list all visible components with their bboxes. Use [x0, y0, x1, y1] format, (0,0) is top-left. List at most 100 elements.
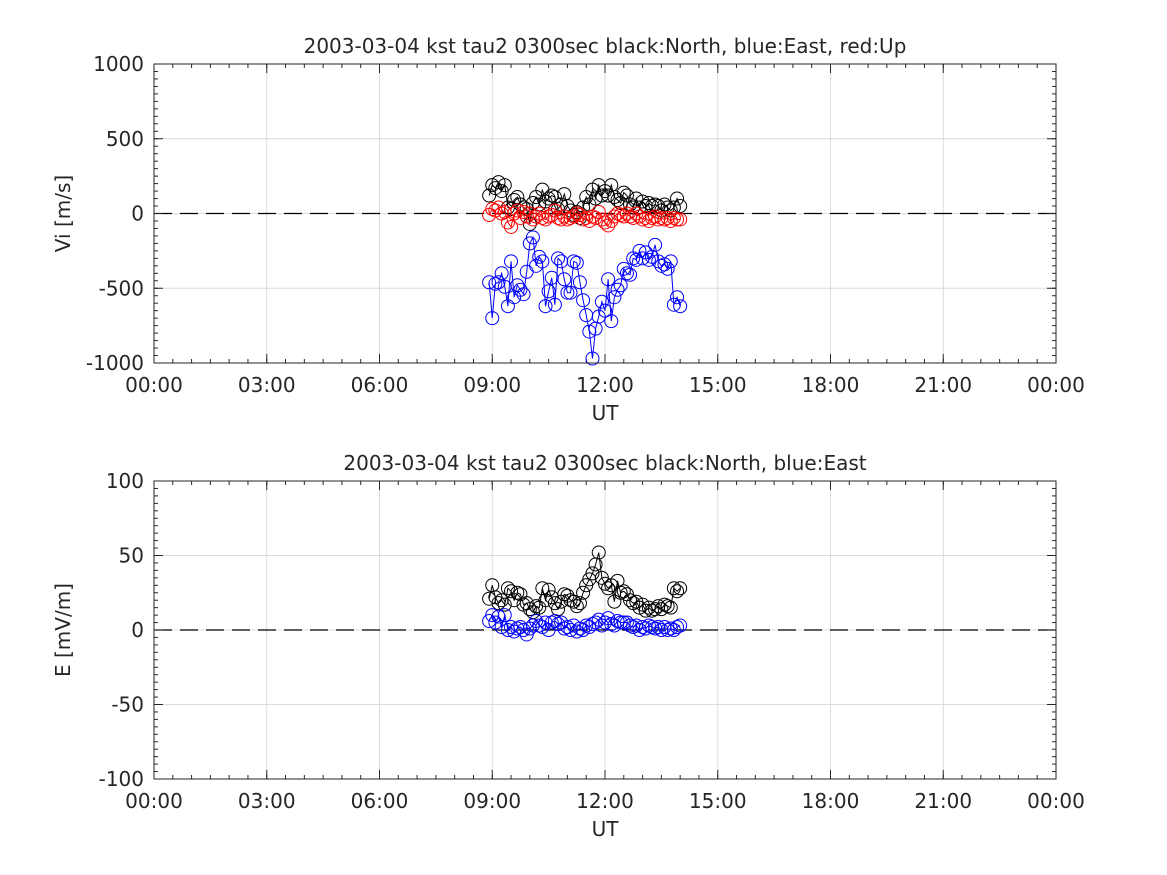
data-point — [538, 593, 553, 608]
data-point — [579, 210, 594, 225]
data-point — [563, 285, 578, 300]
data-point — [482, 275, 497, 290]
data-point — [576, 585, 591, 600]
data-point — [604, 314, 619, 329]
data-point — [544, 615, 559, 630]
data-point — [547, 614, 562, 629]
y-tick-label: 1000 — [93, 52, 144, 76]
data-point — [663, 254, 678, 269]
data-point — [569, 255, 584, 270]
data-point — [535, 210, 550, 225]
x-tick-label: 18:00 — [802, 789, 860, 813]
data-point — [551, 251, 566, 266]
data-point — [598, 303, 612, 318]
x-tick-label: 03:00 — [238, 373, 296, 397]
x-tick-label: 09:00 — [463, 789, 521, 813]
x-tick-label: 18:00 — [802, 373, 860, 397]
electric-field-chart: 00:00 03:00 06:00 09:00 12:00 15:00 18:00 21:00… — [51, 451, 1085, 841]
x-tick-label: 21:00 — [914, 373, 972, 397]
data-point — [572, 275, 587, 290]
data-point — [497, 597, 512, 612]
series-line — [488, 613, 681, 636]
data-point — [535, 254, 550, 269]
data-point — [510, 585, 525, 600]
data-point — [660, 599, 675, 614]
y-tick-label: 500 — [106, 127, 144, 151]
y-tick-label: 50 — [119, 544, 144, 568]
x-tick-label: 12:00 — [576, 789, 634, 813]
data-point — [557, 272, 572, 287]
data-point — [616, 185, 631, 200]
data-point — [601, 581, 616, 596]
data-point — [500, 581, 515, 596]
data-point — [638, 603, 653, 618]
data-point — [623, 267, 638, 282]
x-tick-label: 00:00 — [125, 373, 183, 397]
data-point — [666, 581, 681, 596]
x-tick-label: 00:00 — [125, 789, 183, 813]
data-point — [591, 205, 606, 220]
data-point — [522, 602, 537, 617]
y-tick-label: 0 — [131, 202, 144, 226]
data-point — [601, 188, 616, 203]
x-tick-label: 21:00 — [914, 789, 972, 813]
data-point — [572, 596, 587, 611]
data-point — [569, 599, 584, 614]
data-point — [632, 243, 647, 258]
data-point — [654, 602, 669, 617]
data-point — [607, 290, 622, 305]
data-point — [538, 299, 553, 314]
data-point — [654, 258, 669, 273]
data-point — [663, 213, 678, 228]
data-point — [504, 584, 519, 599]
data-point — [619, 188, 634, 203]
data-point — [588, 615, 603, 630]
data-point — [491, 175, 506, 190]
x-tick-label: 03:00 — [238, 789, 296, 813]
x-tick-label: 12:00 — [576, 373, 634, 397]
x-tick-label: 00:00 — [1027, 373, 1085, 397]
data-point — [488, 276, 503, 291]
data-point — [513, 282, 528, 297]
chart-title: 2003-03-04 kst tau2 0300sec black:North,… — [304, 34, 907, 58]
series-0 — [482, 545, 688, 620]
data-point — [673, 618, 688, 633]
data-point — [572, 621, 587, 636]
data-point — [591, 545, 606, 560]
data-point — [504, 219, 519, 234]
data-point — [497, 608, 512, 623]
data-point — [663, 600, 678, 615]
data-point — [532, 249, 547, 264]
data-point — [670, 290, 685, 305]
data-point — [516, 205, 531, 220]
y-tick-label: 100 — [106, 469, 144, 493]
series-2 — [482, 200, 688, 234]
data-point — [497, 178, 512, 193]
data-point — [525, 230, 540, 245]
y-tick-label: 0 — [131, 618, 144, 642]
data-point — [673, 299, 688, 314]
data-point — [485, 311, 500, 326]
x-axis-label: UT — [592, 401, 620, 425]
data-point — [516, 287, 531, 302]
data-point — [582, 324, 597, 339]
axes-frame — [153, 63, 1057, 364]
data-point — [560, 285, 575, 300]
data-point — [666, 210, 681, 225]
data-point — [547, 297, 562, 312]
data-point — [660, 261, 675, 276]
data-point — [641, 618, 656, 633]
data-point — [516, 623, 531, 637]
data-point — [648, 237, 663, 252]
y-tick-label: -1000 — [86, 351, 144, 375]
data-point — [613, 585, 628, 600]
x-tick-label: 15:00 — [689, 373, 747, 397]
y-axis-label: E [mV/m] — [51, 583, 75, 677]
y-axis-label: Vi [m/s] — [51, 175, 75, 252]
data-point — [619, 266, 634, 281]
data-point — [660, 623, 675, 637]
data-point — [623, 593, 638, 608]
data-point — [566, 594, 581, 609]
data-point — [670, 212, 685, 227]
